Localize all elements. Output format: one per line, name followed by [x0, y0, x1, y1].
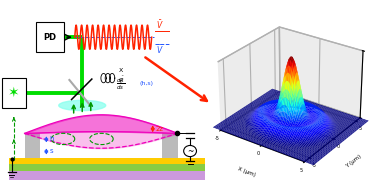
Text: ~: ~ [187, 147, 193, 155]
Text: X: X [119, 68, 123, 73]
Text: ✶: ✶ [8, 86, 20, 100]
Bar [36, 22, 64, 52]
Bar [2, 78, 26, 108]
Text: PD: PD [43, 33, 57, 42]
Text: s: s [50, 148, 53, 155]
Text: $\bar{V}$: $\bar{V}$ [156, 19, 164, 31]
Text: Y: Y [119, 79, 122, 84]
Y-axis label: Y (μm): Y (μm) [345, 154, 363, 169]
Text: $\frac{d\bar{R}}{ds}$: $\frac{d\bar{R}}{ds}$ [116, 75, 125, 92]
Bar [162, 133, 178, 158]
Ellipse shape [59, 100, 106, 110]
Text: (h,s): (h,s) [140, 81, 154, 86]
Bar [25, 133, 40, 158]
Text: $\bar{V}$: $\bar{V}$ [156, 43, 164, 56]
Bar [9, 164, 205, 172]
Bar [9, 158, 205, 165]
Text: h: h [50, 136, 54, 142]
X-axis label: X (μm): X (μm) [237, 166, 256, 178]
Text: 2z: 2z [156, 126, 164, 132]
Bar [9, 171, 205, 180]
